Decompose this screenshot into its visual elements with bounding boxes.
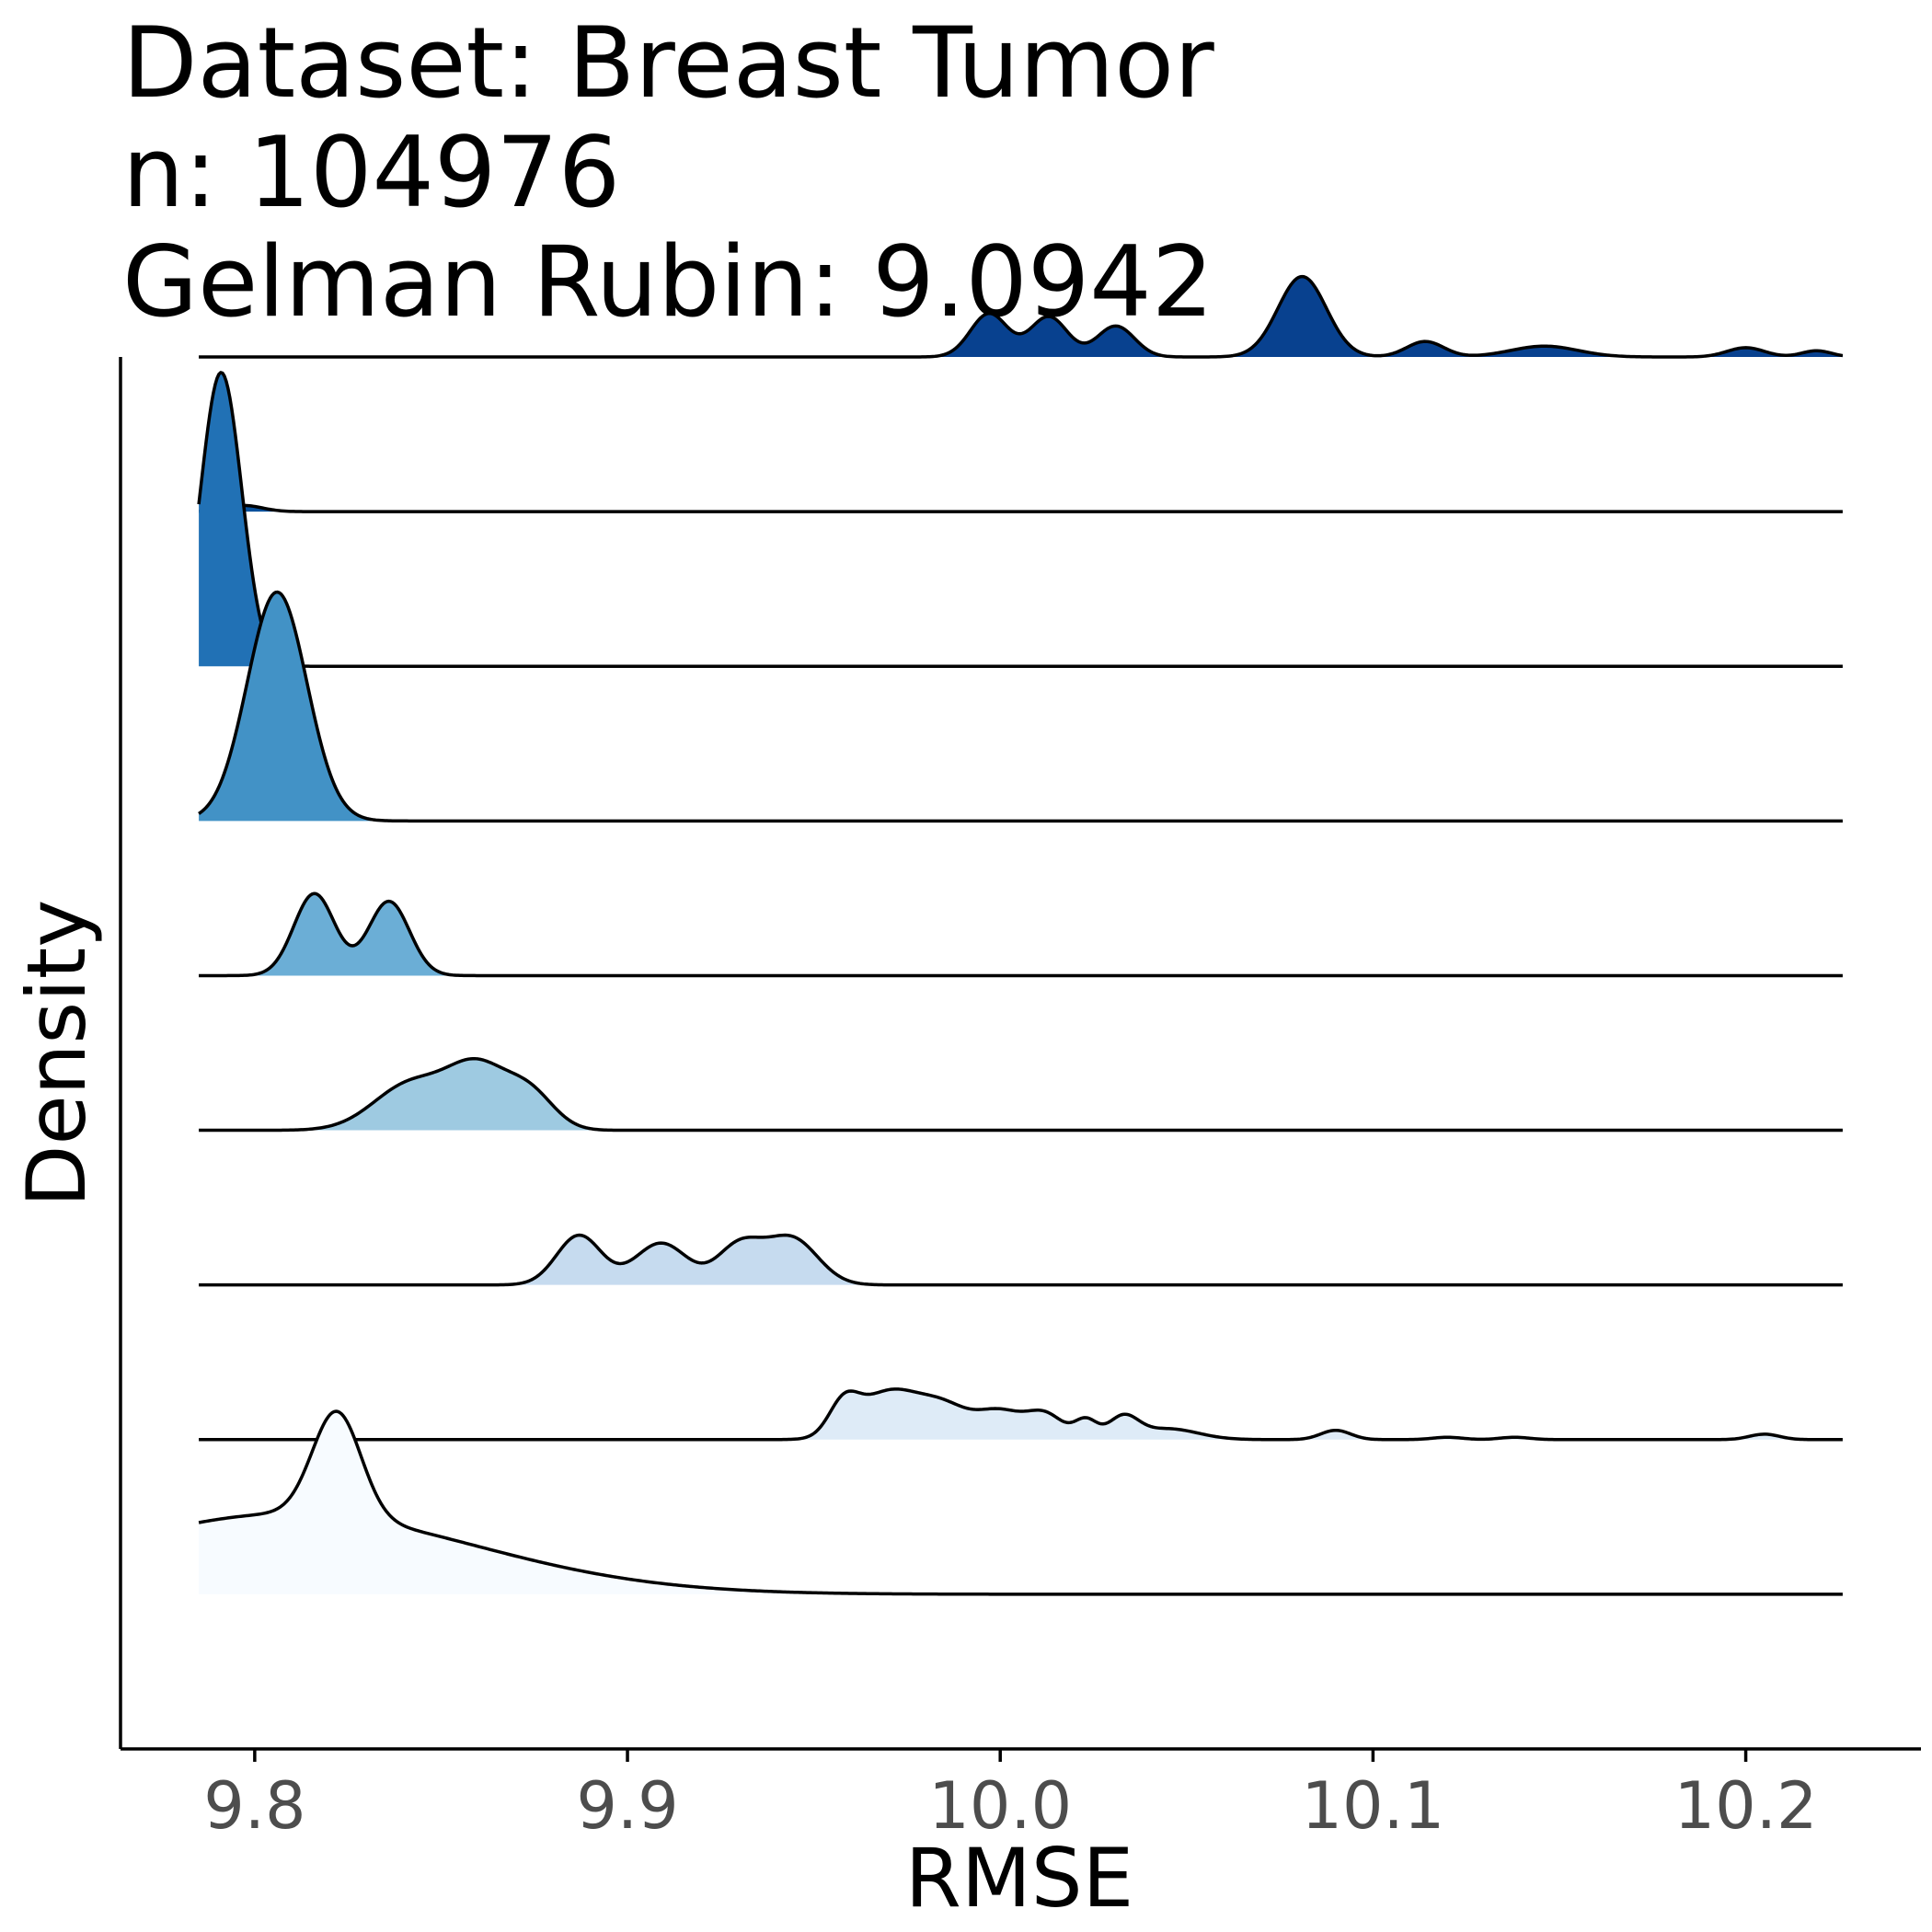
ridge-fill-7 — [199, 372, 1843, 667]
ridge-outline-1 — [198, 1409, 1843, 1596]
x-tick-label-5: 10.2 — [1674, 1768, 1818, 1844]
x-tick-label-3: 10.0 — [928, 1768, 1072, 1844]
ridge-5 — [199, 891, 1843, 978]
ridge-8 — [199, 503, 1843, 513]
ridge-outline-8 — [199, 503, 1843, 513]
x-tick-label-4: 10.1 — [1301, 1768, 1444, 1844]
ridge-outline-2 — [199, 1387, 1843, 1442]
ridge-fill-4 — [199, 1058, 1843, 1131]
ridge-fill-3 — [199, 1235, 1843, 1285]
ridge-6 — [198, 590, 1843, 823]
x-axis-title: RMSE — [905, 1831, 1134, 1926]
ridge-outline-9 — [199, 274, 1844, 359]
x-tick-label-2: 9.9 — [576, 1768, 678, 1844]
ridge-outline-5 — [199, 891, 1843, 978]
ridge-outline-4 — [199, 1056, 1843, 1133]
ridge-2 — [199, 1387, 1843, 1442]
ridge-fill-5 — [199, 893, 1843, 976]
ridge-3 — [199, 1233, 1843, 1287]
ridge-4 — [199, 1056, 1843, 1133]
y-axis-title: Density — [9, 900, 104, 1208]
ridge-fill-2 — [199, 1388, 1843, 1440]
ridge-fill-9 — [199, 276, 1843, 357]
title-line-1: Dataset: Breast Tumor — [122, 6, 1214, 120]
title-line-3: Gelman Rubin: 9.0942 — [122, 225, 1213, 339]
ridge-fill-1 — [199, 1411, 1843, 1594]
chart-title: Dataset: Breast Tumor n: 104976 Gelman R… — [122, 6, 1214, 339]
ridge-9 — [199, 274, 1844, 359]
ridge-fill-6 — [199, 592, 1843, 822]
ridge-7 — [197, 371, 1843, 668]
ridge-outline-3 — [199, 1233, 1843, 1287]
ridge-group — [197, 274, 1844, 1596]
ridge-1 — [198, 1409, 1843, 1596]
ridge-outline-7 — [197, 371, 1843, 668]
x-tick-label-1: 9.8 — [203, 1768, 305, 1844]
x-axis-ticks: 9.8 9.9 10.0 10.1 10.2 — [203, 1749, 1817, 1844]
ridge-outline-6 — [198, 590, 1843, 823]
title-line-2: n: 104976 — [122, 116, 620, 229]
